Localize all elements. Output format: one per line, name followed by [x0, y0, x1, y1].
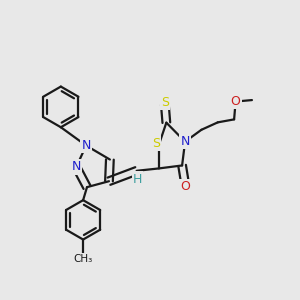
Text: H: H [133, 172, 142, 186]
Text: S: S [152, 137, 160, 150]
Text: N: N [180, 135, 190, 148]
Text: O: O [180, 180, 190, 193]
Text: S: S [161, 96, 169, 109]
Text: O: O [231, 95, 241, 108]
Text: CH₃: CH₃ [74, 254, 93, 264]
Text: N: N [81, 139, 91, 152]
Text: N: N [72, 160, 81, 173]
